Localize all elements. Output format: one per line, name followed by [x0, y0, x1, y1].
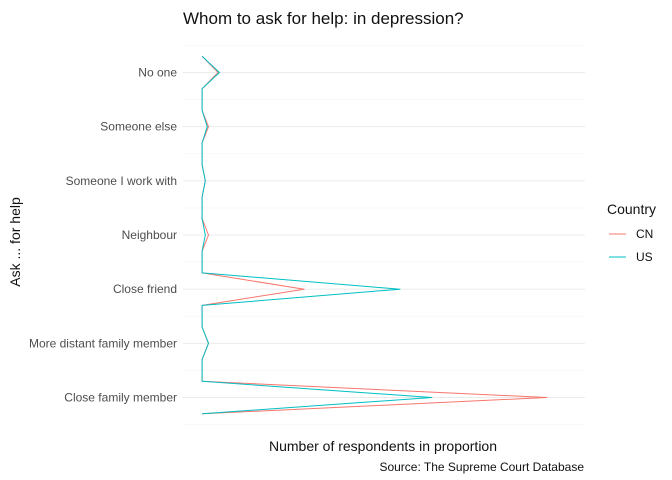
y-tick-label: Close family member	[64, 391, 177, 405]
legend: Country CN US	[607, 201, 656, 264]
y-tick-label: More distant family member	[29, 336, 177, 350]
legend-title: Country	[607, 201, 656, 217]
y-tick-label: Close friend	[113, 282, 177, 296]
y-tick-labels: Close family member More distant family m…	[29, 66, 177, 405]
legend-label-us: US	[636, 250, 653, 264]
y-tick-label: Someone else	[100, 120, 177, 134]
x-axis-label: Number of respondents in proportion	[269, 438, 497, 454]
series-line-us	[201, 55, 433, 415]
chart-title: Whom to ask for help: in depression?	[183, 9, 464, 28]
y-tick-label: No one	[138, 66, 177, 80]
grid	[183, 45, 585, 425]
series-layer	[201, 55, 548, 415]
caption: Source: The Supreme Court Database	[379, 460, 584, 474]
y-tick-label: Someone I work with	[66, 174, 177, 188]
y-tick-label: Neighbour	[122, 228, 177, 242]
y-axis-label: Ask ... for help	[7, 197, 23, 287]
legend-label-cn: CN	[636, 227, 653, 241]
